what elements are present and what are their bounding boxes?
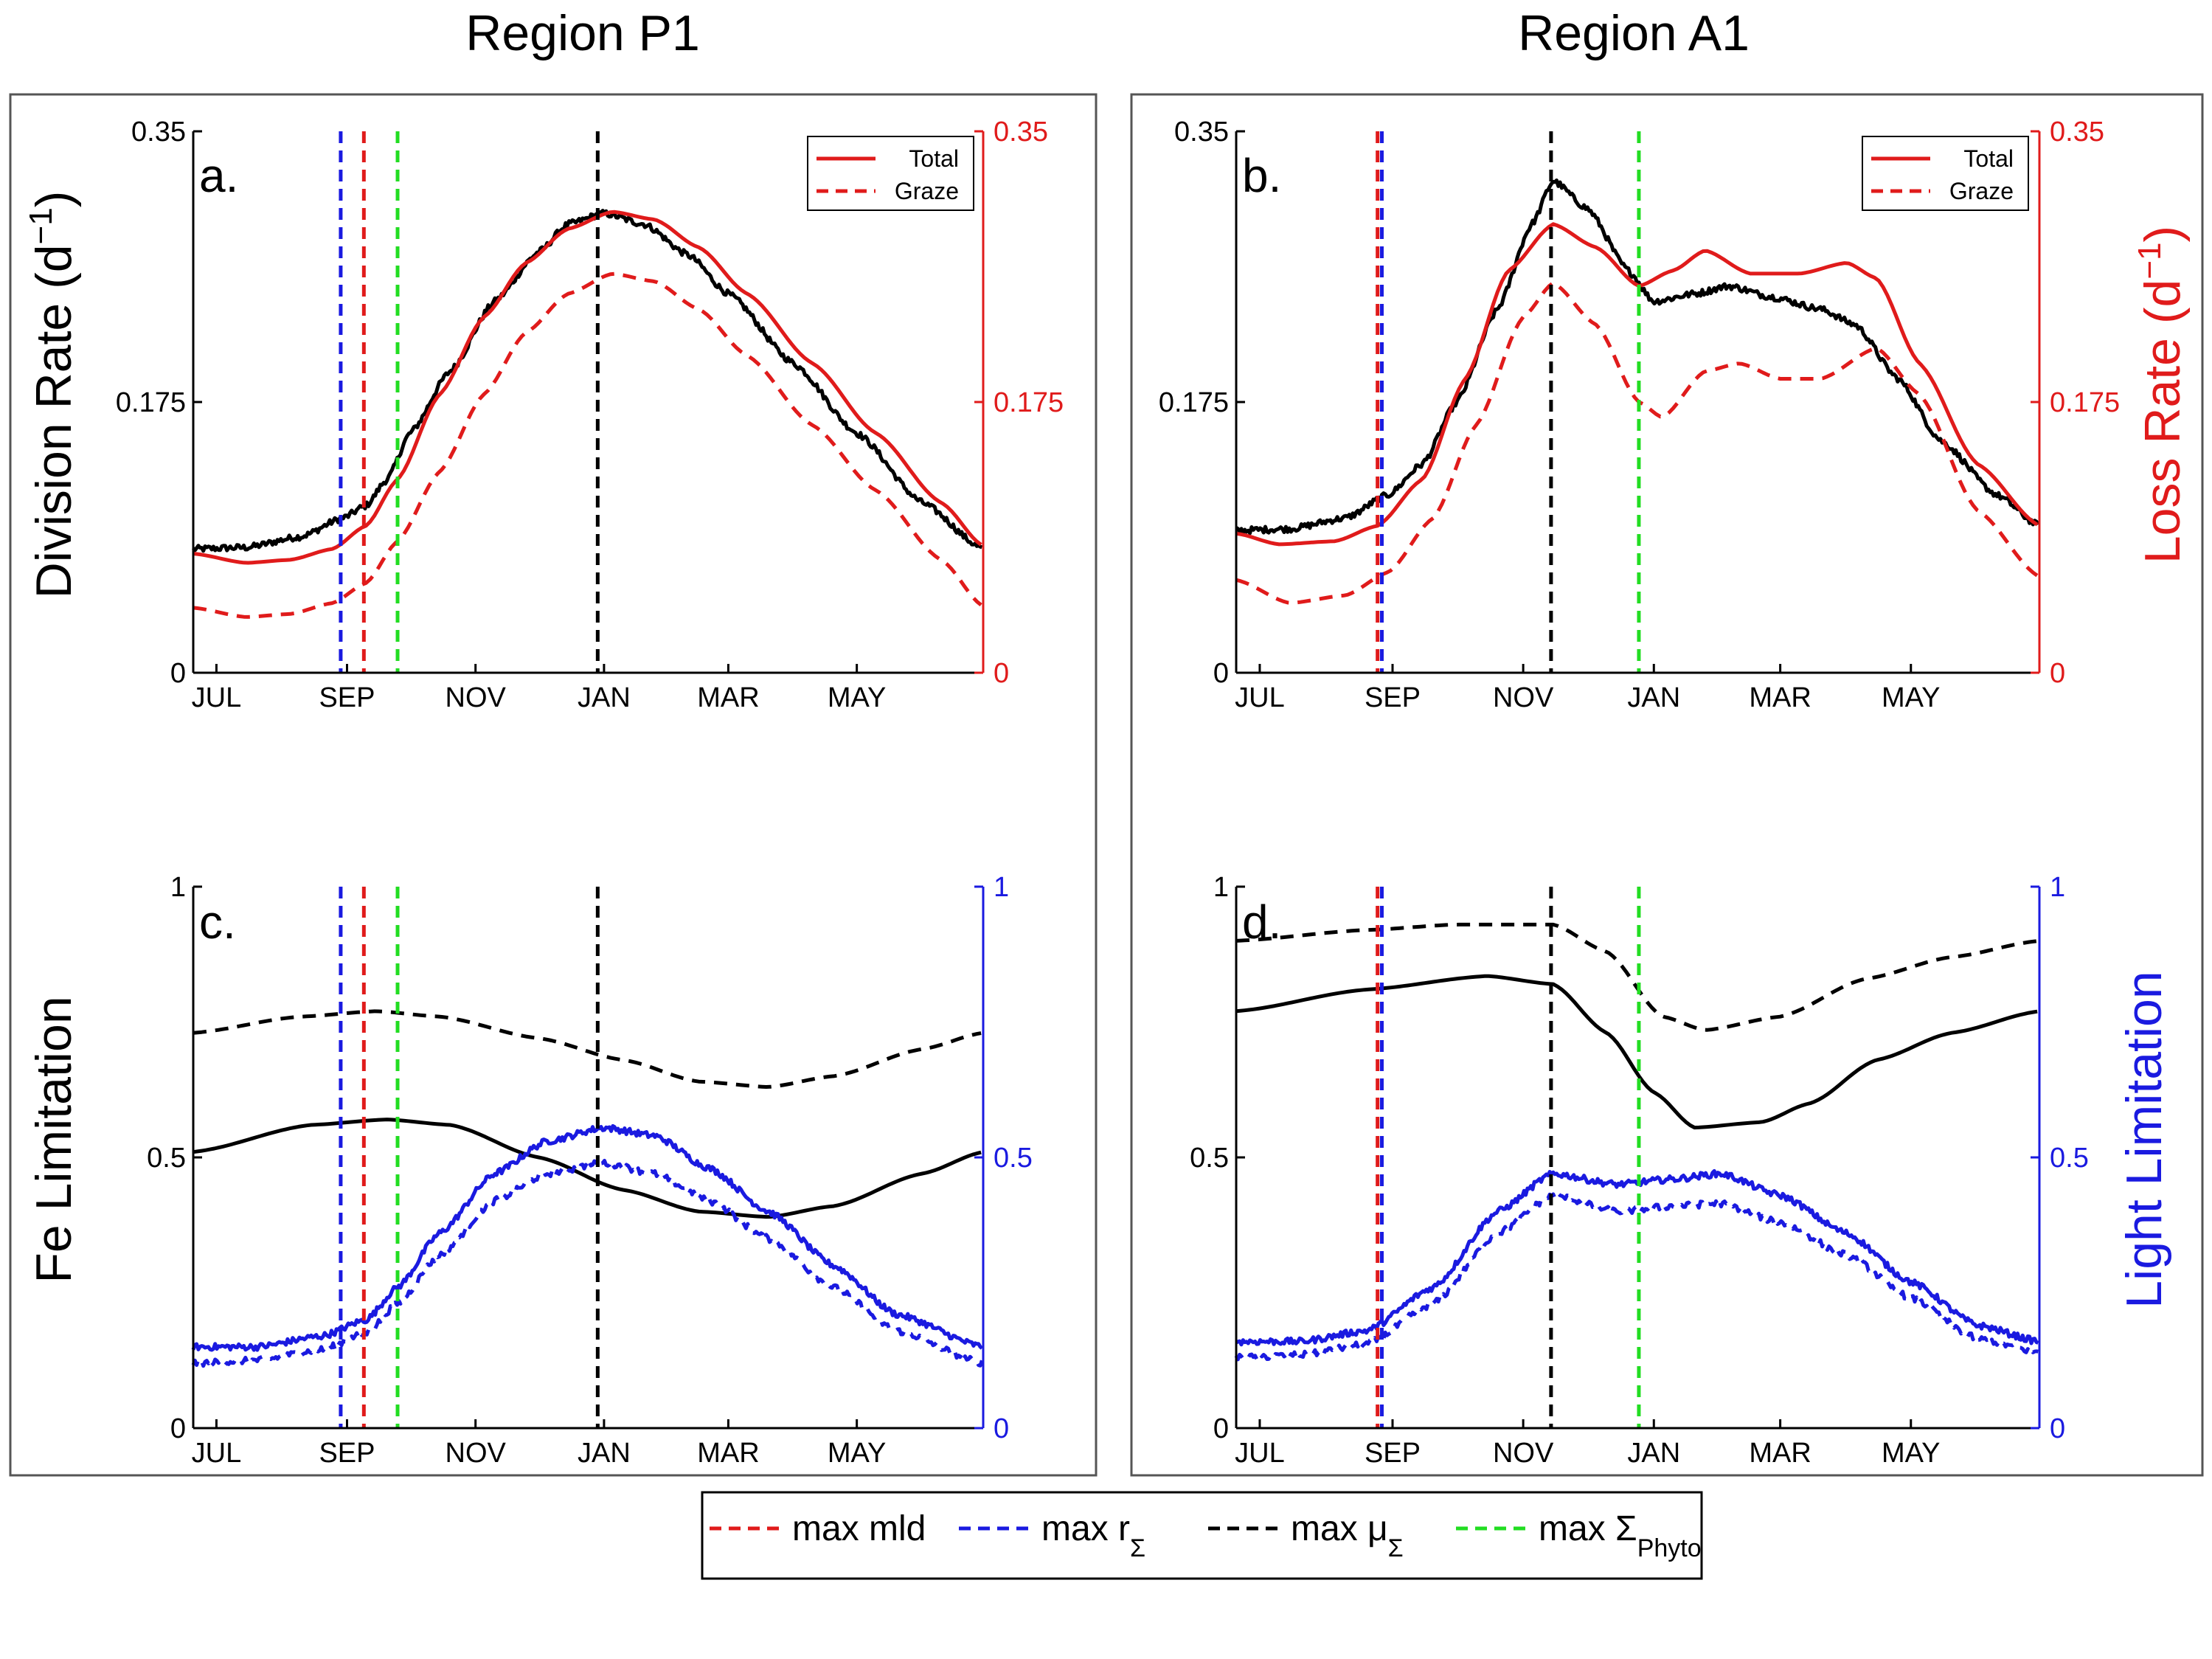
series-line-1 <box>1235 974 2038 1130</box>
x-tick-label: JUL <box>192 682 242 713</box>
left-column-frame <box>9 93 1098 1477</box>
left-tick-label: 0 <box>170 1413 186 1444</box>
bottom-legend-items: max mld max rΣ max μΣ max ΣPhyto <box>710 1509 1702 1562</box>
x-tick-label: JUL <box>192 1438 242 1469</box>
left-tick-label: 0 <box>1213 658 1229 689</box>
left-tick-label: 0.5 <box>1190 1143 1229 1174</box>
inner-legend-box <box>807 136 974 211</box>
series-line-1 <box>193 1118 982 1219</box>
panel-letter: c. <box>199 896 236 949</box>
series-line-1 <box>1235 222 2039 547</box>
x-tick-label: JUL <box>1235 682 1285 713</box>
panel-letter: b. <box>1242 149 1281 202</box>
x-tick-label: SEP <box>319 1438 375 1469</box>
panel-c: 0 0.5 1 0 0.5 1 JUL SEP NOV JAN MAR MAY c. <box>147 872 1033 1469</box>
series-line-2 <box>193 271 982 619</box>
x-tick-label: JAN <box>578 682 631 713</box>
x-tick-label: NOV <box>445 682 507 713</box>
left-tick-label: 0 <box>1213 1413 1229 1444</box>
x-tick-label: SEP <box>1365 682 1421 713</box>
left-tick-label: 0.35 <box>1174 117 1229 148</box>
x-tick-label: JUL <box>1235 1438 1285 1469</box>
x-tick-label: MAY <box>828 682 887 713</box>
right-tick-label: 0.35 <box>994 117 1048 148</box>
x-tick-label: JAN <box>1627 1438 1680 1469</box>
x-tick-label: MAR <box>1749 682 1811 713</box>
x-tick-label: SEP <box>319 682 375 713</box>
series-line-3 <box>191 1158 984 1368</box>
bottom-legend-label-1: max rΣ <box>1041 1509 1145 1562</box>
left-tick-label: 0 <box>170 658 186 689</box>
bottom-legend-label-0: max mld <box>792 1509 926 1548</box>
right-tick-label: 1 <box>994 872 1009 903</box>
bottom-legend-box <box>701 1491 1703 1580</box>
x-tick-label: MAY <box>1882 682 1941 713</box>
left-tick-label: 0.175 <box>116 387 186 418</box>
inner-legend-box <box>1862 136 2029 211</box>
x-tick-label: MAR <box>697 1438 759 1469</box>
panel-letter: d. <box>1242 896 1281 949</box>
legend-graze-label: Graze <box>1949 178 2014 204</box>
right-column-frame <box>1130 93 2204 1477</box>
right-tick-label: 0.175 <box>994 387 1064 418</box>
column-title-left: Region P1 <box>465 5 700 61</box>
left-tick-label: 0.35 <box>131 117 186 148</box>
bottom-legend-label-2: max μΣ <box>1291 1509 1404 1562</box>
series-line-2 <box>1235 281 2039 605</box>
x-tick-label: MAY <box>1882 1438 1941 1469</box>
series-line-0 <box>193 1009 982 1089</box>
right-tick-label: 1 <box>2050 872 2065 903</box>
series-line-0 <box>192 209 983 553</box>
legend-total-label: Total <box>909 145 959 172</box>
series-line-2 <box>191 1123 983 1352</box>
left-tick-label: 0.5 <box>147 1143 186 1174</box>
left-tick-label: 1 <box>1213 872 1229 903</box>
x-tick-label: SEP <box>1365 1438 1421 1469</box>
x-tick-label: NOV <box>445 1438 507 1469</box>
right-tick-label: 0 <box>2050 1413 2065 1444</box>
series-line-0 <box>1235 922 2038 1032</box>
legend-graze-label: Graze <box>895 178 959 204</box>
series-line-1 <box>193 209 982 565</box>
left-tick-label: 0.175 <box>1159 387 1229 418</box>
x-tick-label: NOV <box>1493 1438 1554 1469</box>
x-tick-label: MAR <box>1749 1438 1811 1469</box>
legend-total-label: Total <box>1963 145 2014 172</box>
left-tick-label: 1 <box>170 872 186 903</box>
bottom-legend-label-3: max ΣPhyto <box>1539 1509 1702 1562</box>
x-tick-label: JAN <box>578 1438 631 1469</box>
panel-a: 0 0.175 0.35 0 0.175 0.35 JUL SEP NOV JAN MAR MAY a.… <box>116 117 1064 713</box>
right-tick-label: 0 <box>994 1413 1009 1444</box>
right-tick-label: 0 <box>994 658 1009 689</box>
light-limitation-label: Light Limitation <box>2116 971 2172 1308</box>
panel-letter: a. <box>199 149 238 202</box>
loss-rate-label: Loss Rate (d−1) <box>2132 226 2191 564</box>
panel-b: 0 0.175 0.35 0 0.175 0.35 JUL SEP NOV JAN MAR MAY b.… <box>1159 117 2120 713</box>
x-tick-label: JAN <box>1627 682 1680 713</box>
bottom-legend: max mld max rΣ max μΣ max ΣPhyto <box>701 1491 1703 1580</box>
panel-d: 0 0.5 1 0 0.5 1 JUL SEP NOV JAN MAR MAY d. <box>1190 872 2089 1469</box>
right-tick-label: 0.5 <box>2050 1143 2089 1174</box>
x-tick-label: NOV <box>1493 682 1554 713</box>
series-line-3 <box>1234 1191 2039 1362</box>
division-rate-label: Division Rate (d−1) <box>23 191 82 599</box>
right-tick-label: 0.175 <box>2050 387 2120 418</box>
column-title-right: Region A1 <box>1518 5 1750 61</box>
x-tick-label: MAY <box>828 1438 887 1469</box>
right-tick-label: 0.5 <box>994 1143 1033 1174</box>
fe-limitation-label: Fe Limitation <box>26 996 82 1283</box>
right-tick-label: 0 <box>2050 658 2065 689</box>
right-tick-label: 0.35 <box>2050 117 2104 148</box>
x-tick-label: MAR <box>697 682 759 713</box>
